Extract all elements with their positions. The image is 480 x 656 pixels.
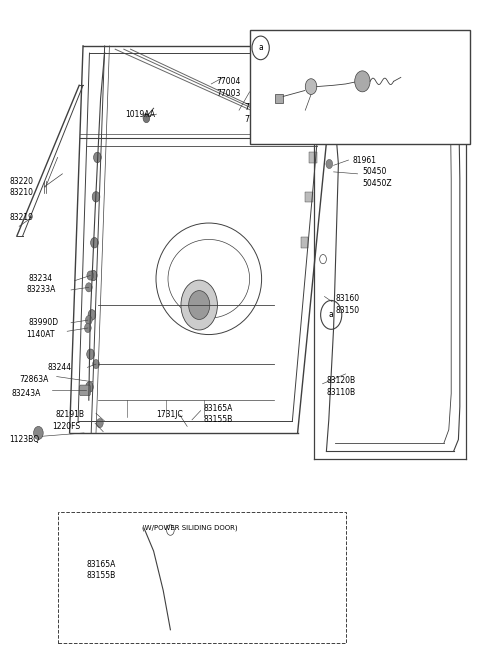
Text: 83244: 83244 [48, 363, 72, 372]
Text: a: a [258, 43, 263, 52]
Text: 83210: 83210 [10, 188, 34, 197]
Text: 1731JC: 1731JC [156, 410, 183, 419]
Bar [305, 192, 313, 202]
Bar [309, 152, 317, 163]
Circle shape [87, 349, 95, 359]
Text: 50450: 50450 [362, 167, 387, 176]
Bar [300, 237, 308, 248]
Text: 1140AT: 1140AT [26, 330, 55, 339]
Text: 83165A: 83165A [86, 560, 116, 569]
Circle shape [87, 271, 94, 280]
Circle shape [91, 237, 98, 248]
Text: 82191B: 82191B [55, 410, 84, 419]
Text: a: a [329, 310, 334, 319]
Text: 83160: 83160 [336, 294, 360, 303]
Circle shape [355, 71, 370, 92]
Circle shape [326, 159, 333, 169]
Text: 83243A: 83243A [12, 389, 41, 398]
Text: 83220: 83220 [10, 176, 34, 186]
Bar [275, 94, 283, 103]
Text: 1129EE: 1129EE [305, 110, 334, 119]
Circle shape [85, 316, 92, 325]
Text: 83120B: 83120B [326, 376, 356, 385]
Text: 81477: 81477 [288, 71, 312, 80]
FancyBboxPatch shape [80, 385, 90, 396]
Text: 83990D: 83990D [29, 318, 59, 327]
Text: 83219: 83219 [10, 213, 34, 222]
Bar [58, 512, 346, 643]
Text: 81546: 81546 [262, 90, 286, 99]
Circle shape [85, 283, 92, 292]
Text: 77111: 77111 [245, 115, 269, 124]
Text: 83155B: 83155B [86, 571, 116, 581]
Text: 77003: 77003 [216, 89, 240, 98]
Text: 81961: 81961 [353, 155, 377, 165]
Text: 1019AA: 1019AA [125, 110, 155, 119]
Circle shape [85, 382, 93, 392]
Text: 1123BQ: 1123BQ [10, 435, 40, 444]
Circle shape [93, 359, 99, 369]
Circle shape [96, 419, 103, 428]
Circle shape [34, 426, 43, 440]
Circle shape [88, 310, 96, 320]
Circle shape [89, 270, 97, 281]
Text: 83155B: 83155B [204, 415, 233, 424]
Text: 77121: 77121 [245, 103, 269, 112]
Text: 50450Z: 50450Z [362, 179, 392, 188]
Circle shape [84, 323, 91, 333]
Text: (W/POWER SILIDING DOOR): (W/POWER SILIDING DOOR) [142, 525, 238, 531]
Circle shape [189, 291, 210, 319]
Text: 83110B: 83110B [326, 388, 356, 397]
Text: 83234: 83234 [29, 274, 53, 283]
Text: 1220FS: 1220FS [52, 422, 80, 431]
Text: 81540: 81540 [401, 75, 425, 85]
Circle shape [181, 280, 217, 330]
Text: 72863A: 72863A [19, 375, 48, 384]
Circle shape [143, 113, 150, 123]
Text: 83233A: 83233A [26, 285, 56, 295]
Text: 81540A: 81540A [401, 87, 430, 96]
Text: 83165A: 83165A [204, 403, 233, 413]
Text: 77004: 77004 [216, 77, 240, 87]
Text: 83150: 83150 [336, 306, 360, 315]
Circle shape [94, 152, 101, 163]
Circle shape [92, 192, 100, 202]
Circle shape [305, 79, 317, 94]
Bar [250, 30, 470, 144]
